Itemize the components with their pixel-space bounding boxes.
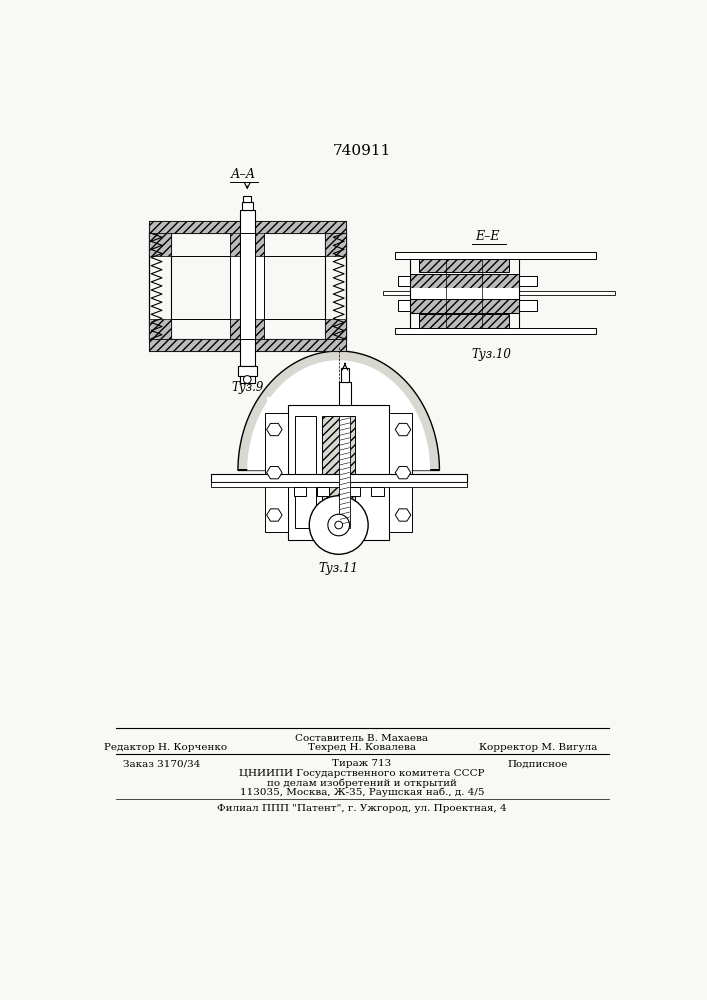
Bar <box>149 221 346 233</box>
Text: Техред Н. Ковалева: Техред Н. Ковалева <box>308 743 416 752</box>
Bar <box>419 314 509 328</box>
Bar <box>397 300 410 311</box>
Bar <box>518 276 537 286</box>
Bar <box>410 274 518 288</box>
Bar <box>293 487 306 496</box>
Text: Филиал ППП "Патент", г. Ужгород, ул. Проектная, 4: Филиал ППП "Патент", г. Ужгород, ул. Про… <box>217 804 507 813</box>
Bar <box>395 252 596 259</box>
Bar <box>149 339 346 351</box>
Text: Τуз.10: Τуз.10 <box>472 348 511 361</box>
Bar <box>211 474 467 482</box>
Text: А–А: А–А <box>230 168 256 181</box>
Bar <box>267 440 288 477</box>
Polygon shape <box>395 466 411 479</box>
Bar <box>383 291 615 295</box>
Circle shape <box>309 496 368 554</box>
Text: 113035, Москва, Ж-35, Раушская наб., д. 4/5: 113035, Москва, Ж-35, Раушская наб., д. … <box>240 787 484 797</box>
Polygon shape <box>395 509 411 521</box>
Text: Заказ 3170/34: Заказ 3170/34 <box>123 759 201 768</box>
Bar <box>317 487 329 496</box>
Bar <box>243 196 251 202</box>
Text: Редактор Н. Корченко: Редактор Н. Корченко <box>105 743 228 752</box>
Bar <box>240 233 255 339</box>
Text: ЦНИИПИ Государственного комитета СССР: ЦНИИПИ Государственного комитета СССР <box>239 769 485 778</box>
Bar <box>211 482 467 487</box>
Bar <box>419 259 509 272</box>
Bar <box>238 366 257 376</box>
Polygon shape <box>247 360 430 470</box>
Polygon shape <box>325 233 346 256</box>
Bar <box>395 328 596 334</box>
Polygon shape <box>267 509 282 521</box>
Bar <box>295 416 316 528</box>
Text: Корректор М. Вигула: Корректор М. Вигула <box>479 743 597 752</box>
Polygon shape <box>149 233 170 256</box>
Bar <box>371 487 384 496</box>
Text: Тираж 713: Тираж 713 <box>332 759 392 768</box>
Bar <box>240 210 255 366</box>
Bar <box>410 299 518 312</box>
Bar <box>230 319 264 339</box>
Bar <box>348 487 361 496</box>
Circle shape <box>335 521 343 529</box>
Bar <box>230 233 264 256</box>
Circle shape <box>243 376 251 383</box>
Bar <box>410 288 518 299</box>
Polygon shape <box>238 351 440 470</box>
Bar <box>267 397 288 434</box>
Bar <box>339 416 351 528</box>
Text: Е–Е: Е–Е <box>475 230 500 243</box>
Polygon shape <box>395 423 411 436</box>
Text: Τуз.9: Τуз.9 <box>231 381 264 394</box>
Text: по делам изобретений и открытий: по делам изобретений и открытий <box>267 778 457 788</box>
Text: Составитель В. Махаева: Составитель В. Махаева <box>296 734 428 743</box>
Bar <box>397 276 410 286</box>
Bar <box>288 405 389 540</box>
Bar <box>230 233 264 339</box>
Polygon shape <box>325 319 346 339</box>
Bar <box>240 376 255 383</box>
Bar <box>322 416 355 528</box>
Bar <box>339 382 351 405</box>
Polygon shape <box>267 466 282 479</box>
Bar <box>149 221 346 233</box>
Polygon shape <box>149 319 170 339</box>
Bar <box>149 339 346 351</box>
Bar <box>267 483 288 520</box>
Bar <box>341 368 349 382</box>
Circle shape <box>328 514 349 536</box>
Bar <box>518 300 537 311</box>
Bar <box>242 202 252 210</box>
Text: Τуз.11: Τуз.11 <box>319 562 358 575</box>
Bar <box>389 413 412 532</box>
Bar <box>265 413 288 532</box>
Text: 740911: 740911 <box>333 144 391 158</box>
Polygon shape <box>267 423 282 436</box>
Text: Подписное: Подписное <box>508 759 568 768</box>
